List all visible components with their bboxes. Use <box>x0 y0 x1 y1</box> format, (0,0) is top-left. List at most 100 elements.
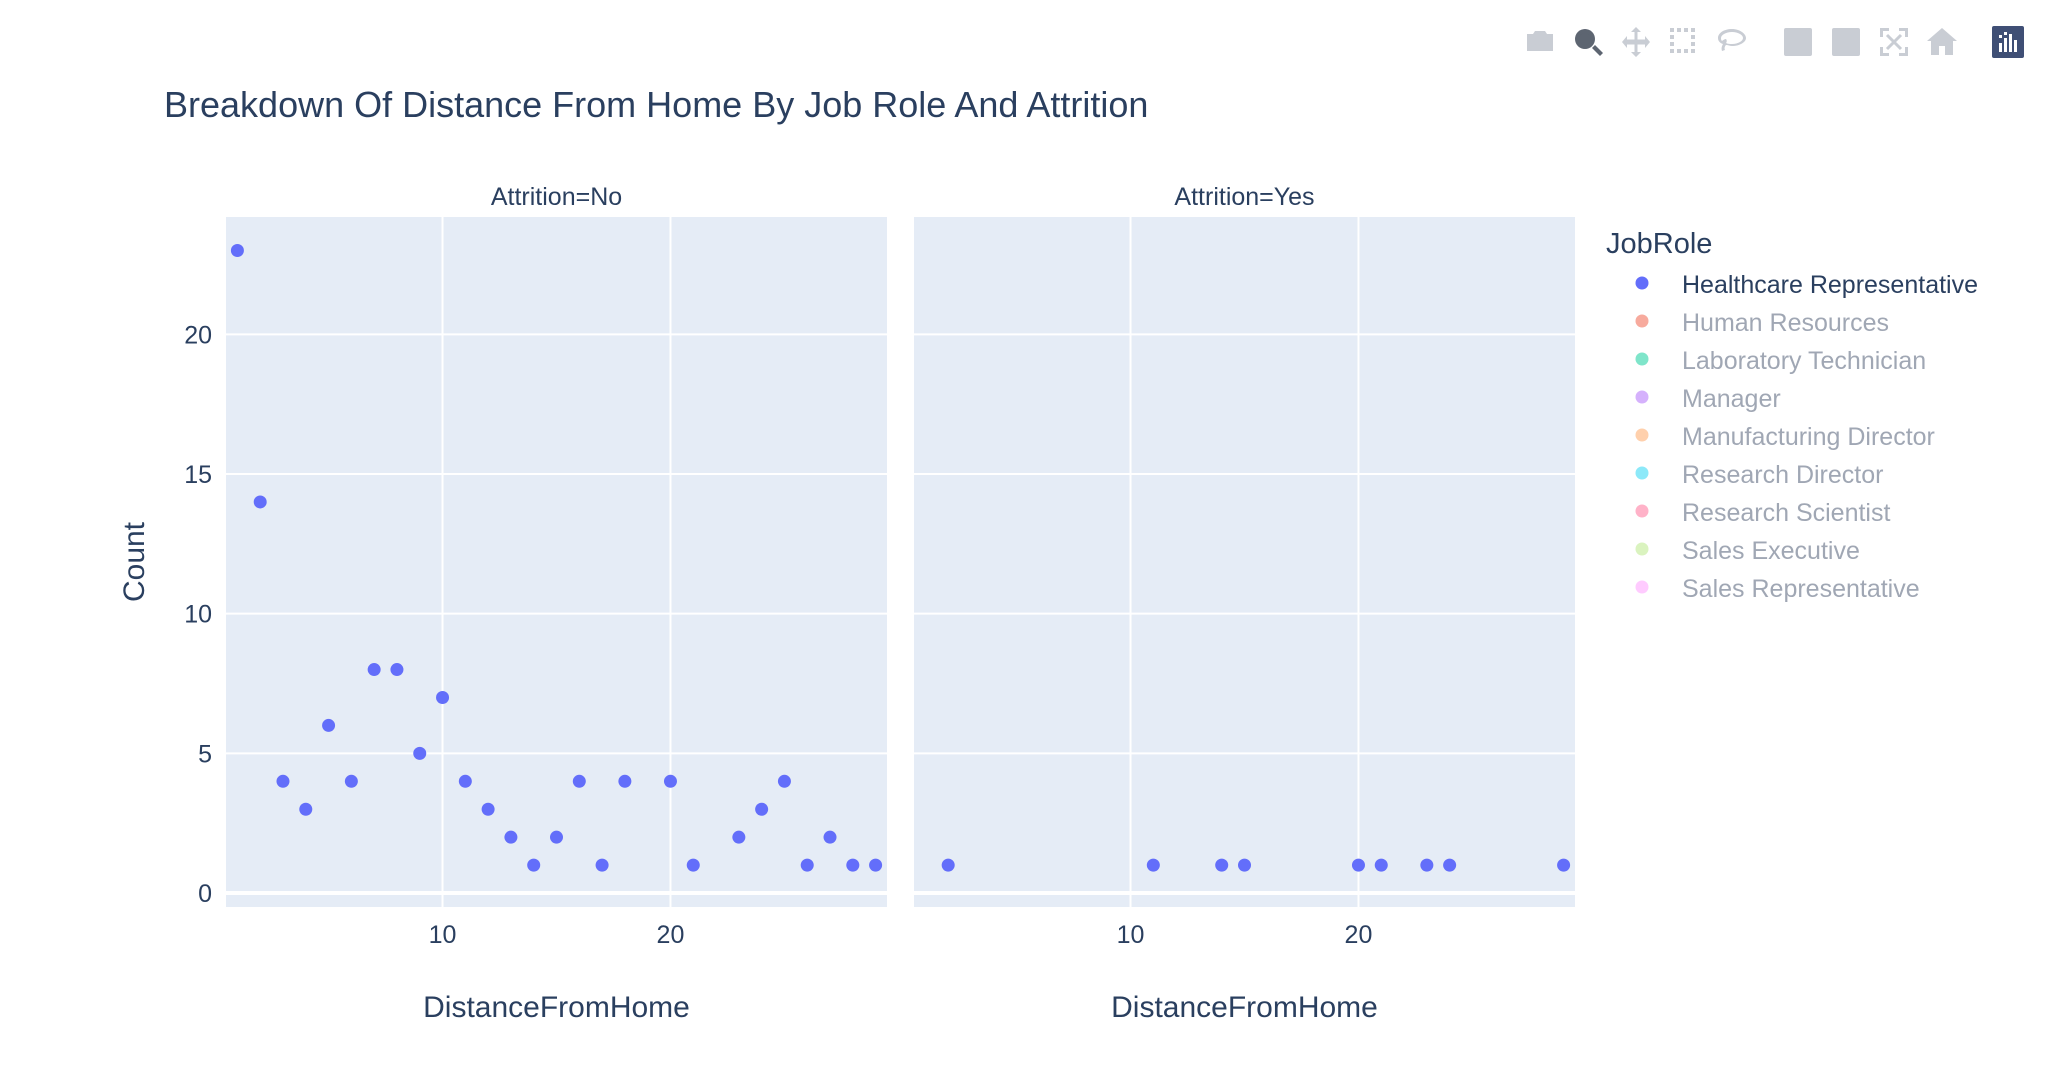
facet-title: Attrition=No <box>491 183 622 211</box>
series-healthcare-representative <box>230 244 883 872</box>
pan-icon[interactable] <box>1612 18 1660 66</box>
legend-item-healthcare-representative[interactable]: Healthcare Representative <box>1635 271 1979 299</box>
data-point <box>458 774 472 788</box>
data-point <box>550 830 563 844</box>
data-point <box>1351 858 1365 872</box>
data-point <box>1238 858 1251 872</box>
legend-marker[interactable] <box>1635 276 1649 290</box>
data-point <box>572 774 586 788</box>
legend-label[interactable]: Manager <box>1682 385 1781 413</box>
data-point <box>663 774 677 788</box>
legend-item-research-director[interactable]: Research Director <box>1635 461 1884 489</box>
legend-label[interactable]: Sales Representative <box>1682 575 1920 603</box>
legend-item-sales-executive[interactable]: Sales Executive <box>1635 537 1860 565</box>
data-point <box>732 830 746 844</box>
y-tick-label: 5 <box>198 740 212 768</box>
data-point <box>595 858 609 872</box>
legend-item-human-resources[interactable]: Human Resources <box>1635 309 1890 337</box>
modebar-group-2 <box>1774 18 1966 66</box>
facets-area: 0 5 10 15 20 10 20 Attrition=No DistanceFromHome… <box>184 183 1575 1024</box>
legend-title: JobRole <box>1606 228 1712 260</box>
x-axis-label: DistanceFromHome <box>1111 991 1378 1024</box>
data-point <box>527 858 541 872</box>
legend-marker[interactable] <box>1635 580 1649 594</box>
legend-item-sales-representative[interactable]: Sales Representative <box>1635 575 1920 603</box>
data-point <box>390 663 404 677</box>
legend-marker[interactable] <box>1635 390 1649 404</box>
data-point <box>413 746 427 760</box>
legend-label[interactable]: Healthcare Representative <box>1682 271 1978 299</box>
data-point <box>481 802 495 816</box>
data-point <box>941 858 955 872</box>
data-point <box>869 858 883 872</box>
legend-marker[interactable] <box>1635 352 1649 366</box>
legend-label[interactable]: Manufacturing Director <box>1682 423 1935 451</box>
data-point <box>1443 858 1457 872</box>
modebar-group-3 <box>1984 18 2032 66</box>
data-point <box>755 802 769 816</box>
data-point <box>823 830 837 844</box>
plot-background <box>914 217 1575 907</box>
data-point <box>344 774 358 788</box>
legend-marker[interactable] <box>1635 542 1649 556</box>
x-tick-label: 20 <box>657 921 685 949</box>
y-tick-label: 0 <box>198 880 212 908</box>
x-axis-label: DistanceFromHome <box>423 991 690 1024</box>
facet-panel-1: 0 5 10 15 20 10 20 Attrition=No DistanceFromHome <box>184 183 887 1024</box>
data-point <box>276 774 290 788</box>
download-plot-camera-icon[interactable] <box>1516 18 1564 66</box>
legend-label[interactable]: Laboratory Technician <box>1682 347 1926 375</box>
lasso-select-icon[interactable] <box>1708 18 1756 66</box>
series-healthcare-representative <box>941 858 1571 872</box>
data-point <box>1374 858 1388 872</box>
plot-background <box>226 217 887 907</box>
box-select-icon[interactable] <box>1660 18 1708 66</box>
autoscale-icon[interactable] <box>1870 18 1918 66</box>
data-point <box>504 830 518 844</box>
plotly-logo-icon[interactable] <box>1984 18 2032 66</box>
legend-label[interactable]: Research Director <box>1682 461 1883 489</box>
data-point <box>322 718 336 732</box>
legend-item-manager[interactable]: Manager <box>1635 385 1781 413</box>
legend-label[interactable]: Research Scientist <box>1682 499 1890 527</box>
modebar-group-1 <box>1516 18 1756 66</box>
legend-marker[interactable] <box>1635 314 1649 328</box>
legend: JobRole Healthcare Representative Human R… <box>1606 228 1978 603</box>
x-tick-label: 10 <box>1117 921 1145 949</box>
data-point <box>1215 858 1229 872</box>
data-point <box>367 663 381 677</box>
reset-axes-home-icon[interactable] <box>1918 18 1966 66</box>
chart-title: Breakdown Of Distance From Home By Job R… <box>164 84 1148 125</box>
facet-title: Attrition=Yes <box>1174 183 1314 211</box>
data-point <box>230 244 244 258</box>
zoom-icon[interactable] <box>1564 18 1612 66</box>
data-point <box>1557 858 1571 872</box>
facet-panel-2: 10 20 Attrition=Yes DistanceFromHome <box>914 183 1575 1024</box>
legend-item-laboratory-technician[interactable]: Laboratory Technician <box>1635 347 1927 375</box>
x-tick-label: 20 <box>1345 921 1373 949</box>
y-tick-label: 10 <box>184 601 212 629</box>
data-point <box>800 858 814 872</box>
legend-item-research-scientist[interactable]: Research Scientist <box>1635 499 1891 527</box>
legend-label[interactable]: Sales Executive <box>1682 537 1860 565</box>
data-point <box>253 495 267 509</box>
data-point <box>777 774 791 788</box>
legend-marker[interactable] <box>1635 504 1649 518</box>
y-axis-label: Count <box>118 521 151 602</box>
legend-label[interactable]: Human Resources <box>1682 309 1889 337</box>
data-point <box>299 802 313 816</box>
y-tick-label: 15 <box>184 461 212 489</box>
data-point <box>436 690 450 704</box>
y-tick-label: 20 <box>184 321 212 349</box>
data-point <box>846 858 860 872</box>
data-point <box>1420 858 1434 872</box>
legend-marker[interactable] <box>1635 466 1649 480</box>
zoom-in-icon[interactable] <box>1774 18 1822 66</box>
legend-item-manufacturing-director[interactable]: Manufacturing Director <box>1635 423 1935 451</box>
data-point <box>618 774 632 788</box>
x-tick-label: 10 <box>429 921 457 949</box>
zoom-out-icon[interactable] <box>1822 18 1870 66</box>
data-point <box>686 858 700 872</box>
legend-marker[interactable] <box>1635 428 1649 442</box>
